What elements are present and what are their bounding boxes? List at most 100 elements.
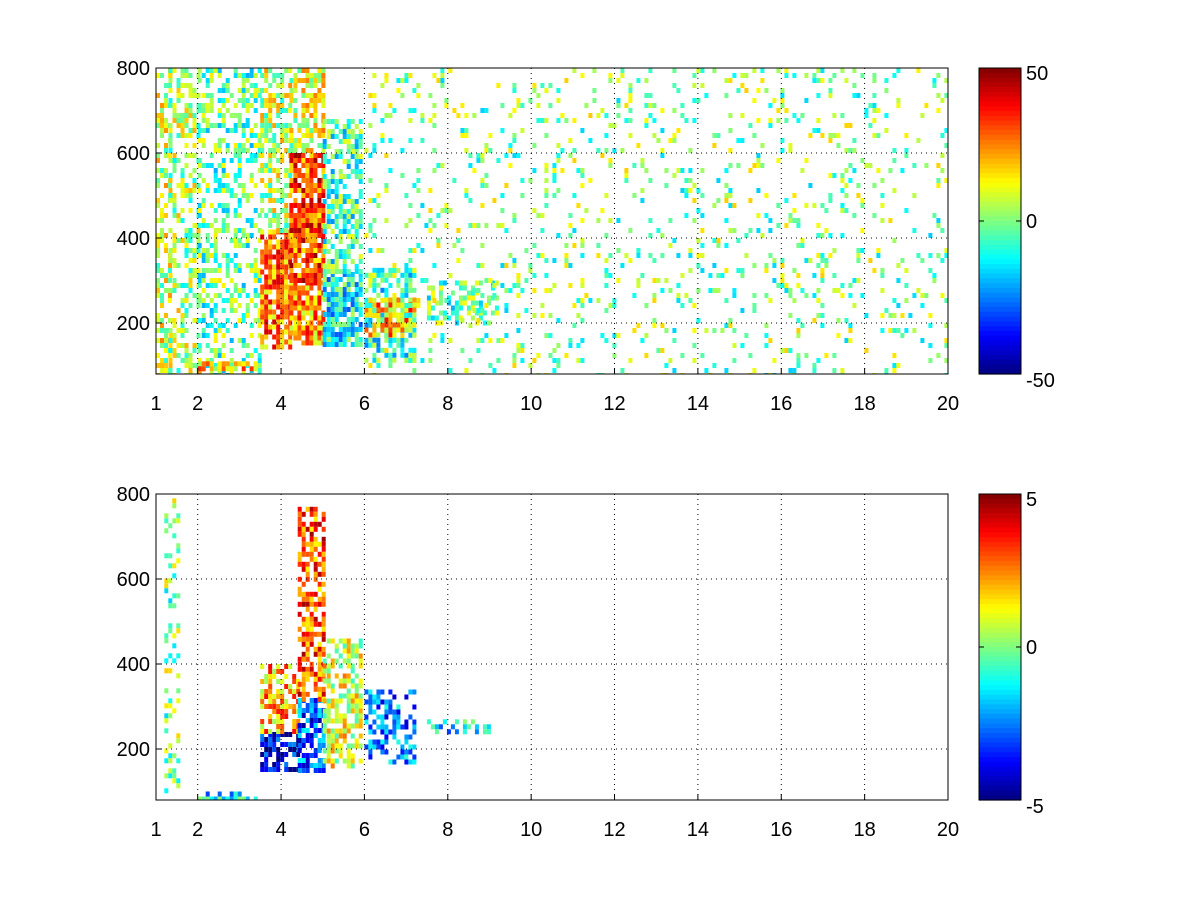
top-heatmap-cell — [289, 295, 294, 301]
top-heatmap-cell — [346, 194, 351, 199]
top-heatmap-cell — [289, 78, 294, 83]
top-heatmap-cell — [380, 307, 385, 313]
top-heatmap-cell — [920, 303, 925, 308]
top-heatmap-cell — [868, 258, 873, 263]
top-heatmap-cell — [780, 148, 785, 153]
top-heatmap-cell — [376, 272, 381, 278]
top-heatmap-cell — [330, 154, 335, 159]
top-heatmap-cell — [184, 293, 189, 298]
top-heatmap-cell — [376, 322, 381, 328]
bottom-colorbar-step — [979, 627, 1021, 634]
top-heatmap-cell — [440, 338, 445, 343]
top-heatmap-cell — [454, 300, 459, 306]
top-heatmap-cell — [330, 244, 335, 249]
bottom-heatmap-cell — [284, 732, 289, 737]
top-heatmap-cell — [317, 188, 322, 193]
bottom-heatmap-cell — [388, 729, 393, 735]
top-heatmap-cell — [268, 314, 273, 320]
top-heatmap-cell — [188, 188, 193, 193]
top-heatmap-cell — [572, 323, 577, 328]
top-heatmap-cell — [388, 322, 393, 328]
top-heatmap-cell — [492, 368, 497, 373]
bottom-heatmap-cell — [237, 796, 242, 800]
top-heatmap-cell — [724, 168, 729, 173]
top-heatmap-cell — [168, 83, 172, 88]
bottom-heatmap-cell — [272, 737, 277, 742]
top-heatmap-cell — [176, 343, 181, 348]
top-heatmap-cell — [168, 363, 173, 368]
top-colorbar-step — [979, 206, 1021, 213]
top-heatmap-cell — [164, 98, 168, 103]
top-heatmap-cell — [160, 168, 164, 173]
bottom-heatmap-cell — [168, 523, 173, 529]
top-heatmap-cell — [416, 298, 421, 303]
bottom-heatmap-cell — [309, 521, 314, 527]
top-heatmap-cell — [732, 203, 737, 208]
top-heatmap-cell — [321, 103, 326, 108]
top-heatmap-cell — [268, 198, 273, 203]
top-heatmap-cell — [272, 254, 277, 260]
top-heatmap-cell — [293, 300, 298, 306]
bottom-heatmap-cell — [305, 676, 310, 682]
top-heatmap-cell — [268, 304, 273, 310]
top-heatmap-cell — [812, 273, 817, 278]
bottom-heatmap-cell — [317, 661, 322, 667]
top-heatmap-cell — [305, 213, 310, 218]
top-heatmap-cell — [309, 148, 314, 153]
top-heatmap-cell — [552, 258, 557, 263]
top-heatmap-cell — [438, 290, 443, 296]
top-heatmap-cell — [201, 278, 206, 283]
top-heatmap-cell — [172, 233, 177, 238]
top-heatmap-cell — [736, 163, 741, 168]
top-heatmap-cell — [305, 183, 310, 188]
top-heatmap-cell — [364, 303, 369, 308]
top-heatmap-cell — [932, 83, 937, 88]
top-heatmap-cell — [768, 118, 773, 123]
top-heatmap-cell — [276, 228, 281, 233]
top-heatmap-cell — [253, 88, 258, 93]
bottom-heatmap-cell — [305, 561, 310, 567]
bottom-heatmap-cell — [342, 728, 347, 734]
bottom-x-tick-label: 2 — [192, 819, 203, 841]
top-heatmap-cell — [225, 208, 230, 213]
top-heatmap-cell — [313, 123, 318, 128]
top-heatmap-cell — [780, 283, 785, 288]
top-heatmap-cell — [536, 253, 541, 258]
top-heatmap-cell — [488, 133, 493, 138]
bottom-heatmap-cell — [253, 796, 258, 800]
top-heatmap-cell — [322, 154, 327, 159]
bottom-heatmap-cell — [305, 576, 310, 582]
top-heatmap-cell — [168, 288, 173, 293]
top-heatmap-cell — [860, 293, 865, 298]
top-heatmap-cell — [313, 325, 318, 331]
top-heatmap-cell — [404, 268, 409, 273]
top-heatmap-cell — [616, 78, 621, 83]
top-heatmap-cell — [309, 73, 314, 78]
top-heatmap-cell — [944, 298, 948, 303]
top-heatmap-cell — [724, 218, 729, 223]
top-heatmap-cell — [284, 249, 289, 255]
top-heatmap-cell — [326, 327, 331, 332]
bottom-heatmap-cell — [305, 596, 310, 602]
top-heatmap-cell — [297, 295, 302, 301]
top-heatmap-cell — [556, 88, 561, 93]
top-heatmap-cell — [496, 158, 501, 163]
bottom-heatmap-cell — [280, 679, 285, 684]
top-heatmap-cell — [280, 299, 285, 305]
top-heatmap-cell — [180, 333, 185, 338]
top-heatmap-cell — [612, 353, 617, 358]
top-heatmap-cell — [780, 93, 785, 98]
bottom-heatmap-cell — [350, 753, 355, 759]
top-heatmap-cell — [268, 279, 273, 285]
top-heatmap-cell — [293, 295, 298, 301]
top-heatmap-cell — [724, 268, 729, 273]
top-heatmap-cell — [309, 163, 314, 168]
top-heatmap-cell — [816, 68, 821, 73]
bottom-x-tick-label: 14 — [687, 819, 709, 841]
bottom-heatmap-cell — [334, 748, 339, 754]
top-heatmap-cell — [205, 233, 210, 238]
bottom-heatmap-cell — [412, 689, 417, 695]
top-heatmap-cell — [233, 268, 238, 273]
bottom-heatmap-cell — [176, 558, 181, 564]
top-heatmap-cell — [700, 228, 705, 233]
